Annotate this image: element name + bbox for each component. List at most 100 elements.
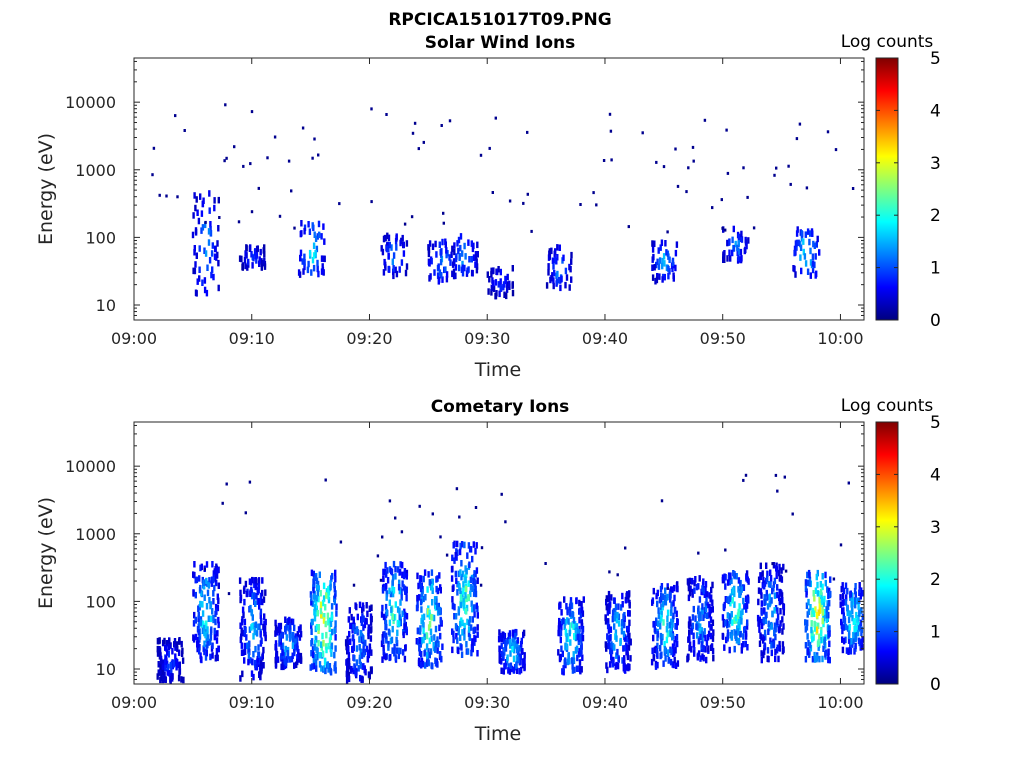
spectrogram-cell [675, 634, 679, 641]
spectrogram-cell [627, 644, 631, 651]
spectrogram-cell [503, 663, 506, 670]
spectrogram-cell [726, 612, 729, 619]
spectrogram-cell [738, 617, 741, 625]
spectrogram-cell [471, 585, 474, 592]
spectrogram-cell [439, 584, 442, 591]
spectrogram-cell [564, 267, 568, 275]
spectrogram-cell [217, 225, 220, 232]
spectrogram-cell [806, 571, 809, 579]
spectrogram-cell [158, 646, 161, 653]
spectrogram-cell [551, 257, 555, 264]
spectrogram-cell [530, 229, 533, 233]
spectrogram-cell [494, 116, 497, 120]
spectrogram-cell [741, 608, 744, 615]
x-axis-solar-wind: 09:00 09:10 09:20 09:30 09:40 09:50 10:00 [111, 58, 864, 348]
spectrogram-cell [854, 591, 857, 598]
spectrogram-cell [740, 643, 744, 650]
spectrogram-cell [420, 662, 423, 669]
spectrogram-cell [439, 258, 443, 266]
spectrogram-cell [800, 235, 804, 242]
spectrogram-cell [695, 623, 698, 630]
spectrogram-cell [244, 580, 248, 588]
spectrogram-cell [264, 618, 267, 626]
spectrogram-cell [401, 580, 404, 587]
spectrogram-cell [365, 645, 369, 653]
spectrogram-cell [745, 570, 749, 577]
spectrogram-cell [674, 662, 678, 669]
spectrogram-cell [805, 591, 808, 598]
spectrogram-cell [757, 576, 761, 583]
spectrogram-cell [325, 646, 328, 654]
spectrogram-cell [724, 548, 727, 552]
spectrogram-cell [464, 253, 467, 260]
spectrogram-cell [242, 587, 246, 594]
spectrogram-cell [846, 609, 849, 617]
spectrogram-cell [250, 251, 253, 258]
spectrogram-cell [258, 256, 261, 263]
spectrogram-cell [461, 260, 464, 268]
spectrogram-cell [317, 220, 321, 228]
spectrogram-cell [308, 228, 312, 235]
spectrogram-cell [782, 563, 785, 571]
spectrogram-cell [252, 673, 255, 681]
y-tick-label: 10000 [65, 457, 116, 476]
spectrogram-cell [435, 585, 438, 593]
spectrogram-cell [196, 645, 199, 653]
spectrogram-cell [569, 265, 572, 273]
spectrogram-cell [571, 667, 575, 674]
spectrogram-cell [432, 641, 435, 649]
spectrogram-cell [625, 664, 628, 671]
spectrogram-cell [460, 560, 463, 567]
spectrogram-cell [621, 601, 624, 608]
spectrogram-cell [168, 670, 171, 677]
spectrogram-cell [321, 263, 324, 270]
spectrogram-cell [627, 625, 630, 633]
spectrogram-cell [199, 652, 202, 659]
spectrogram-cell [440, 124, 443, 127]
spectrogram-cell [548, 248, 551, 255]
spectrogram-cell [428, 621, 432, 628]
spectrogram-cell [203, 629, 206, 637]
spectrogram-cell [346, 664, 349, 672]
spectrogram-cell [198, 618, 201, 626]
spectrogram-cell [213, 197, 216, 204]
spectrogram-cell [821, 583, 824, 591]
spectrogram-cell [165, 645, 168, 652]
spectrogram-cell [257, 651, 261, 658]
spectrogram-cell [208, 190, 211, 197]
x-tick-label: 09:30 [464, 329, 510, 348]
spectrogram-cell [856, 621, 859, 629]
spectrogram-cell [317, 595, 320, 603]
spectrogram-cell [453, 603, 456, 611]
spectrogram-cell [674, 635, 677, 643]
spectrogram-cell [183, 129, 186, 132]
spectrogram-cell [400, 530, 404, 534]
spectrogram-cell [773, 173, 776, 177]
spectrogram-cell [609, 601, 612, 608]
spectrogram-cell [381, 656, 384, 663]
spectrogram-cell [156, 637, 160, 645]
spectrogram-cell [431, 599, 434, 606]
spectrogram-cell [455, 554, 458, 561]
spectrogram-cell [562, 617, 565, 624]
spectrogram-cell [615, 652, 618, 659]
spectrogram-cell [428, 651, 431, 659]
spectrogram-cell [471, 270, 474, 277]
spectrogram-cell [413, 121, 417, 125]
spectrogram-cell [765, 589, 768, 597]
spectrogram-cell [662, 253, 666, 260]
spectrogram-cell [860, 626, 864, 634]
spectrogram-cell [508, 280, 511, 288]
spectrogram-cell [303, 228, 306, 235]
spectrogram-cell [299, 249, 303, 257]
spectrogram-cell [173, 641, 176, 648]
spectrogram-cell [578, 608, 581, 615]
spectrogram-cell [404, 571, 407, 578]
spectrogram-cell [768, 600, 771, 608]
spectrogram-cell [742, 597, 745, 605]
spectrogram-cell [669, 630, 673, 638]
spectrogram-cell [772, 640, 776, 648]
spectrogram-cell [660, 239, 664, 246]
spectrogram-cell [178, 637, 181, 644]
spectrogram-cell [816, 581, 819, 589]
